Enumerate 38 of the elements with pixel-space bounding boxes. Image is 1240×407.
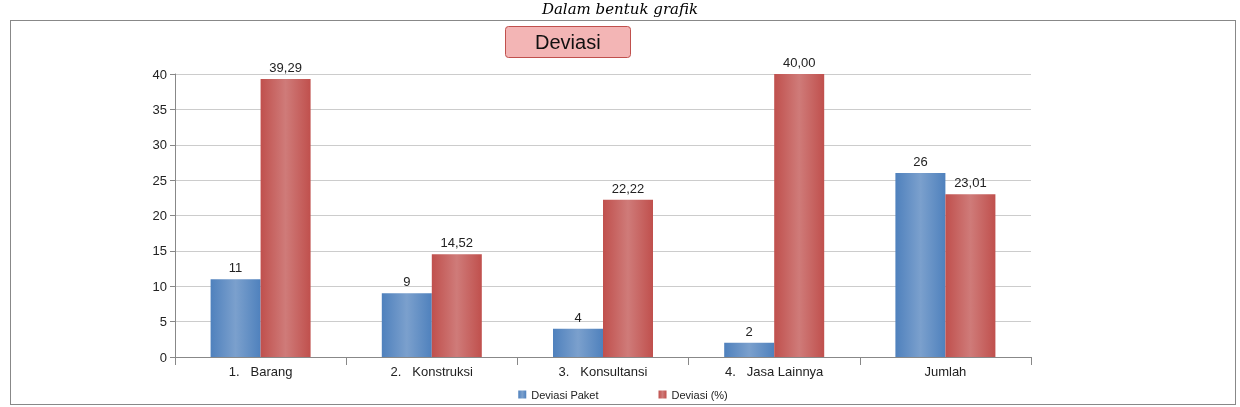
bar (553, 328, 603, 357)
bar (603, 199, 653, 357)
data-label: 14,52 (440, 235, 474, 251)
y-tick-label: 20 (152, 208, 167, 223)
data-label: 4 (574, 309, 582, 325)
y-tick-label: 15 (152, 243, 167, 259)
data-label: 23,01 (954, 175, 987, 191)
legend-label: Deviasi Paket (531, 388, 599, 401)
data-label: 9 (403, 274, 411, 290)
y-tick-label: 25 (152, 172, 167, 188)
chart-title: Deviasi (535, 31, 601, 53)
bar (895, 173, 946, 357)
data-label: 22,22 (611, 180, 645, 196)
data-label: 39,29 (269, 60, 302, 76)
bar (210, 279, 261, 357)
data-label: 40,00 (782, 55, 816, 70)
y-tick-label: 10 (152, 278, 167, 294)
y-tick-label: 0 (159, 349, 167, 365)
x-tick-label: Jumlah (924, 364, 967, 379)
bar (381, 293, 432, 357)
x-tick-label: 1. Barang (228, 364, 293, 379)
x-tick-label: 4. Jasa Lainnya (725, 364, 825, 379)
text: Dalam bentuk grafik (540, 0, 700, 18)
y-tick-label: 30 (152, 137, 167, 153)
bar (774, 74, 825, 357)
y-tick-label: 40 (152, 66, 167, 82)
x-tick-label: 3. Konsultansi (558, 364, 648, 379)
bar (724, 342, 775, 357)
bar (260, 79, 311, 357)
x-tick-label: 2. Konstruksi (390, 364, 474, 379)
y-tick-label: 35 (152, 101, 167, 117)
legend-label: Deviasi (%) (671, 388, 728, 401)
data-label: 2 (745, 323, 753, 339)
data-label: 11 (228, 260, 243, 276)
y-tick-label: 5 (159, 314, 167, 330)
data-label: 26 (913, 154, 928, 170)
bar (945, 194, 996, 357)
bar (431, 254, 482, 357)
